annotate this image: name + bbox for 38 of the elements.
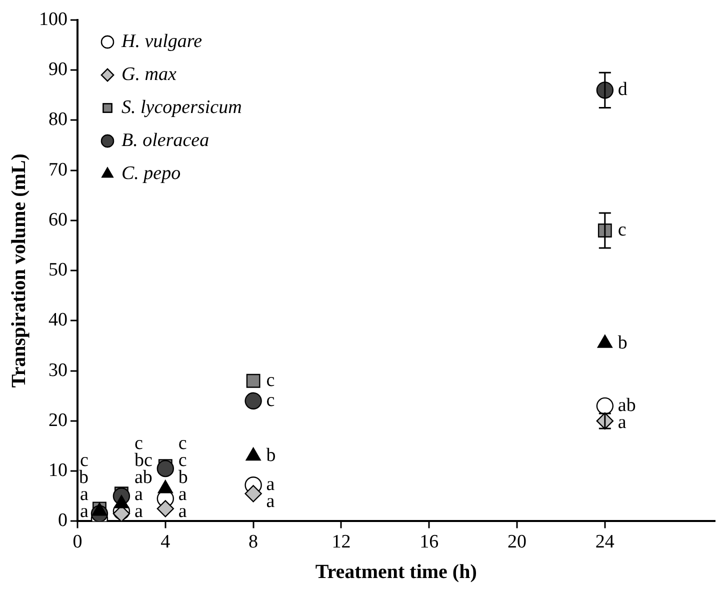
x-tick-label: 12 [332, 532, 351, 553]
point [244, 392, 262, 410]
x-tick-label: 4 [160, 532, 171, 553]
legend-label: C. pepo [122, 163, 181, 184]
y-tick-label: 90 [48, 59, 68, 80]
point [596, 397, 614, 415]
point [156, 460, 174, 478]
legend-label: S. lycopersicum [122, 97, 242, 118]
annotation: d [618, 79, 628, 100]
annotation: c [618, 219, 626, 240]
y-tick-label: 60 [48, 209, 68, 230]
x-axis-title: Treatment time (h) [315, 561, 477, 584]
annotation: c [178, 433, 187, 454]
y-tick-label: 10 [48, 460, 68, 482]
x-tick-label: 8 [248, 532, 258, 553]
y-tick-label: 40 [48, 310, 68, 331]
y-tick-label: 80 [48, 109, 68, 130]
annotation: c [266, 390, 275, 411]
y-tick-label: 30 [48, 360, 68, 381]
x-tick-label: 16 [420, 532, 439, 553]
point [244, 485, 262, 502]
y-tick-label: 70 [48, 159, 68, 180]
y-tick-label: 100 [39, 8, 68, 30]
x-tick-label: 24 [595, 532, 615, 553]
y-axis-title: Transpiration volume (mL) [8, 154, 30, 388]
y-tick-label: 50 [48, 260, 68, 281]
x-tick-label: 0 [72, 532, 82, 553]
point [156, 500, 174, 518]
x-tick-label: 20 [508, 532, 527, 553]
annotation: b [618, 332, 628, 354]
point [246, 374, 260, 388]
y-tick-label: 0 [58, 510, 68, 532]
legend-label: B. oleracea [122, 130, 210, 151]
annotation: b [266, 445, 276, 466]
annotation: c [266, 370, 275, 391]
y-tick-label: 20 [48, 410, 68, 431]
legend-label: G. max [122, 64, 177, 85]
legend-label: H. vulgare [120, 31, 202, 52]
